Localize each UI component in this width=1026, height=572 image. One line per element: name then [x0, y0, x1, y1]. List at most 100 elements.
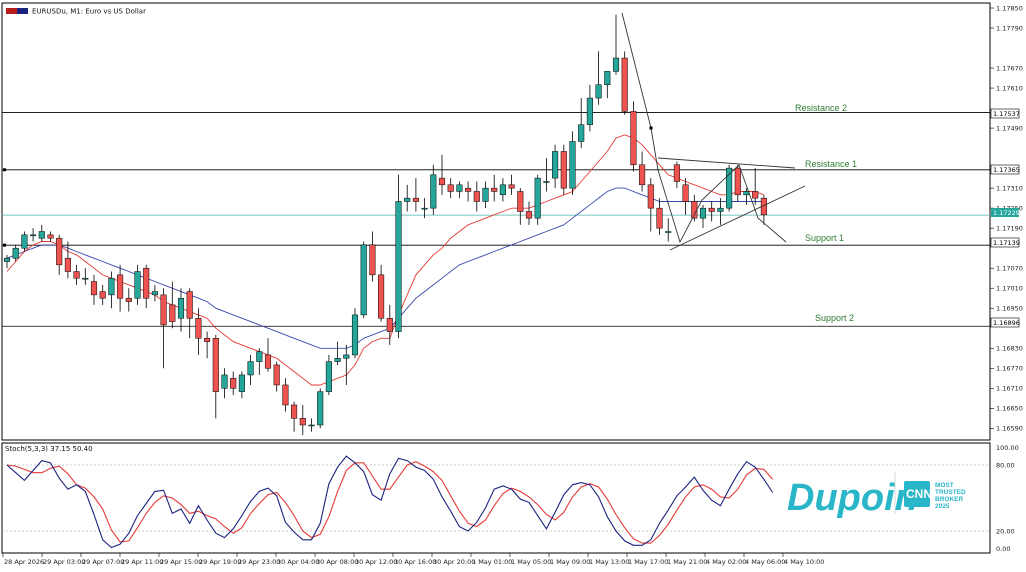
stoch-level-label: 100.00 [996, 444, 1019, 452]
candle [256, 348, 263, 375]
price-tick-label: 1.16830 [996, 345, 1023, 353]
candle-body [421, 207, 428, 210]
candle [552, 144, 559, 189]
candle-body [438, 177, 446, 186]
time-tick-label: 1 May 05:00 [511, 558, 551, 566]
candle [438, 154, 446, 195]
price-tick-label: 1.17190 [996, 224, 1023, 232]
badge-line-2: TRUSTED [935, 489, 966, 496]
candle-body [412, 197, 419, 202]
candle [12, 244, 19, 262]
candle-body [64, 257, 71, 272]
candle [412, 178, 419, 212]
cnn-badge-icon [904, 481, 930, 507]
stochastic-label: Stoch(5,3,3) 37.15 50.40 [5, 445, 93, 453]
broker-logo: Dupoin CNN MOST TRUSTED BROKER 2025 [787, 472, 966, 519]
time-tick-label: 30 Apr 16:00 [394, 558, 436, 566]
candle [134, 264, 141, 305]
time-tick-label: 30 Apr 08:00 [316, 558, 358, 566]
time-tick-label: 29 Apr 07:00 [82, 558, 124, 566]
candle [465, 181, 472, 202]
candle-body [256, 351, 263, 362]
candle [82, 268, 89, 285]
time-tick-label: 29 Apr 19:00 [199, 558, 241, 566]
candle [47, 231, 54, 242]
candle [186, 288, 193, 339]
candle-body [12, 247, 19, 259]
candle [247, 354, 254, 385]
candle-body [204, 338, 211, 342]
main-chart-frame [1, 2, 991, 441]
candle [682, 178, 689, 215]
candle [656, 198, 663, 235]
level-anchor [3, 168, 6, 172]
candle-body [395, 201, 402, 332]
price-axis[interactable]: 1.17850 1.17790 1.17670 1.17610 1.17490 1.173… [996, 4, 1023, 432]
candle-body [465, 187, 472, 192]
symbol-flag-icon [6, 8, 17, 14]
candle [560, 144, 567, 195]
candle-body [508, 184, 515, 189]
candle [291, 401, 298, 432]
candle-body [708, 207, 715, 212]
triangle-lower-trendline [669, 185, 806, 251]
candle [752, 168, 759, 205]
candle-body [186, 291, 193, 319]
price-tick-label: 1.16950 [996, 305, 1023, 313]
candle [369, 231, 376, 282]
candle [177, 288, 185, 332]
time-tick-label: 28 Apr 2026 [4, 558, 44, 566]
zigzag-line [621, 12, 787, 244]
time-tick-label: 1 May 13:00 [589, 558, 629, 566]
resistance-2-label: Resistance 2 [795, 103, 847, 113]
candle [343, 344, 350, 385]
candle [726, 164, 733, 212]
candle [699, 204, 707, 229]
candle-body [482, 187, 489, 202]
candle-body [369, 244, 376, 276]
candle [212, 334, 219, 419]
candle-body [238, 374, 245, 392]
chart-title: EURUSDu, M1: Euro vs US Dollar [32, 8, 146, 16]
price-tick-label: 1.16770 [996, 365, 1023, 373]
candle-body [160, 294, 167, 326]
level-anchor [3, 243, 6, 247]
candle-body [282, 384, 289, 406]
candle [73, 264, 80, 285]
candle-body [325, 361, 332, 392]
candle [543, 158, 550, 192]
candle [308, 418, 315, 432]
candle [378, 264, 385, 322]
oscillator-axis: 100.00 80.00 20.00 0.00 [996, 444, 1019, 553]
candle [90, 274, 98, 305]
candle-body [47, 234, 54, 239]
candlestick-series [3, 14, 767, 435]
ma-fast-line [6, 134, 765, 386]
candle-body [82, 277, 89, 280]
candle [30, 228, 37, 242]
level-price-tags: 1.17537 1.17365 1.17229 1.17139 1.16896 [990, 108, 1020, 328]
candle-body [334, 358, 341, 362]
candle [317, 388, 324, 429]
time-tick-label: 4 May 10:00 [784, 558, 824, 566]
price-tick-label: 1.17070 [996, 265, 1023, 273]
candle-body [125, 297, 132, 302]
candle [282, 378, 289, 412]
candle-body [621, 57, 628, 112]
resistance-1-label: Resistance 1 [805, 159, 857, 169]
price-tick-label: 1.17850 [996, 4, 1023, 12]
candle-body [682, 184, 689, 202]
candle-body [726, 167, 733, 209]
candle-body [430, 174, 437, 209]
time-tick-label: 29 Apr 23:00 [238, 558, 280, 566]
candle-body [360, 244, 367, 316]
candle-body [578, 124, 585, 142]
candle [430, 164, 437, 215]
candle-body [291, 404, 298, 419]
candle-body [247, 361, 254, 376]
candle-body [264, 354, 272, 369]
badge-line-4: 2025 [935, 503, 950, 510]
candle [473, 181, 480, 212]
